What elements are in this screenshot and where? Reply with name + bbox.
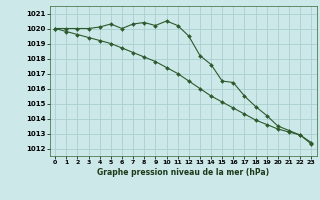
X-axis label: Graphe pression niveau de la mer (hPa): Graphe pression niveau de la mer (hPa) [97,168,269,177]
